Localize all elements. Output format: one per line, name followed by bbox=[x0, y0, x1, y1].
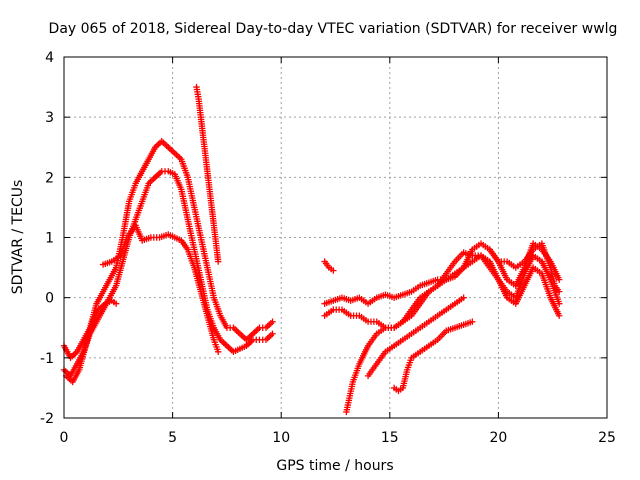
y-tick-label: 4 bbox=[45, 50, 54, 66]
data-point bbox=[556, 312, 563, 319]
data-point bbox=[469, 318, 476, 325]
x-tick-label: 20 bbox=[489, 430, 507, 446]
series-arc-12 bbox=[486, 240, 563, 295]
x-tick-label: 10 bbox=[272, 430, 290, 446]
series-arc-10 bbox=[364, 294, 467, 380]
data-point bbox=[215, 258, 222, 265]
series-arc-6 bbox=[321, 258, 337, 274]
series-arc-9 bbox=[343, 252, 563, 416]
series-arc-5 bbox=[62, 297, 120, 386]
y-tick-label: -2 bbox=[40, 411, 54, 427]
x-tick-label: 25 bbox=[598, 430, 616, 446]
y-axis-label: SDTVAR / TECUs bbox=[10, 180, 26, 295]
data-point bbox=[556, 288, 563, 295]
series-arc-2 bbox=[60, 168, 276, 380]
plot-area bbox=[60, 83, 563, 416]
x-axis-label: GPS time / hours bbox=[276, 458, 393, 474]
data-point bbox=[460, 294, 467, 301]
x-tick-label: 15 bbox=[381, 430, 399, 446]
data-point bbox=[112, 300, 120, 307]
data-point bbox=[269, 318, 276, 325]
data-point bbox=[330, 267, 337, 274]
data-point bbox=[215, 348, 222, 356]
data-point bbox=[556, 300, 563, 307]
x-tick-label: 0 bbox=[60, 430, 69, 446]
series-arc-3 bbox=[99, 222, 222, 356]
axis-ticks: 0 5 10 15 20 25 -2 -1 0 1 2 3 4 bbox=[40, 50, 616, 446]
data-point bbox=[556, 276, 563, 283]
data-point bbox=[269, 330, 276, 337]
series-arc-11 bbox=[390, 318, 476, 395]
chart-title: Day 065 of 2018, Sidereal Day-to-day VTE… bbox=[49, 21, 618, 37]
grid-layer bbox=[64, 57, 607, 418]
y-tick-label: 3 bbox=[45, 110, 54, 126]
y-tick-label: 0 bbox=[45, 291, 54, 307]
series-arc-4 bbox=[193, 83, 222, 265]
y-tick-label: -1 bbox=[40, 351, 54, 367]
x-tick-label: 5 bbox=[168, 430, 177, 446]
y-tick-label: 2 bbox=[45, 170, 54, 186]
y-tick-label: 1 bbox=[45, 231, 54, 247]
